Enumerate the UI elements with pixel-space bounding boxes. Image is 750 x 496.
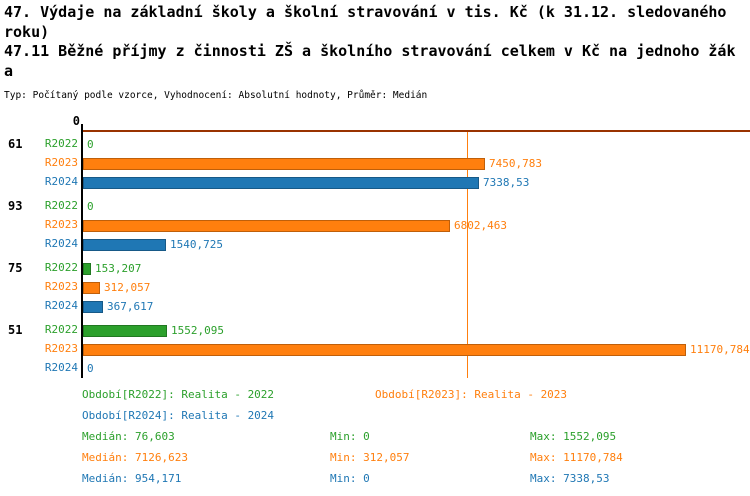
chart-header: 47. Výdaje na základní školy a školní st… xyxy=(4,3,750,81)
value-label-r2023: 11170,784 xyxy=(690,343,750,356)
legend-item-r2022: Období[R2022]: Realita - 2022 xyxy=(82,388,275,401)
group-id-51: 51 xyxy=(8,323,23,337)
bar-r2023 xyxy=(83,158,485,170)
median-line-r2023 xyxy=(467,132,468,378)
chart-y-axis xyxy=(81,124,83,378)
title-line-1: 47. Výdaje na základní školy a školní st… xyxy=(4,3,727,21)
series-label-r2022: R2022 xyxy=(44,261,78,274)
stat-max-r2023: Max: 11170,784 xyxy=(530,451,623,464)
bar-r2023 xyxy=(83,344,686,356)
indicator-title-line-1: 47.11 Běžné příjmy z činnosti ZŠ a školn… xyxy=(4,42,736,60)
stat-median-r2022: Medián: 76,603 xyxy=(82,430,175,443)
stat-min-r2023: Min: 312,057 xyxy=(330,451,410,464)
value-label-r2023: 6802,463 xyxy=(454,219,507,232)
series-label-r2024: R2024 xyxy=(44,361,78,374)
bar-r2022 xyxy=(83,263,91,275)
value-label-r2024: 7338,53 xyxy=(483,176,530,189)
legend-item-r2024: Období[R2024]: Realita - 2024 xyxy=(82,409,275,422)
value-label-r2023: 312,057 xyxy=(104,281,151,294)
stat-median-r2024: Medián: 954,171 xyxy=(82,472,182,485)
bar-r2023 xyxy=(83,220,450,232)
bar-r2024 xyxy=(83,239,166,251)
title-line-2: roku) xyxy=(4,22,50,41)
legend-item-r2023: Období[R2023]: Realita - 2023 xyxy=(375,388,568,401)
series-label-r2023: R2023 xyxy=(44,218,78,231)
value-label-r2022: 0 xyxy=(87,138,94,151)
group-id-93: 93 xyxy=(8,199,23,213)
value-label-r2024: 367,617 xyxy=(107,300,154,313)
series-label-r2022: R2022 xyxy=(44,323,78,336)
series-label-r2022: R2022 xyxy=(44,199,78,212)
series-label-r2023: R2023 xyxy=(44,342,78,355)
value-label-r2023: 7450,783 xyxy=(489,157,542,170)
bar-r2023 xyxy=(83,282,100,294)
series-label-r2024: R2024 xyxy=(44,299,78,312)
value-label-r2024: 0 xyxy=(87,362,94,375)
chart-top-frame xyxy=(82,130,750,132)
value-label-r2022: 1552,095 xyxy=(171,324,224,337)
series-label-r2023: R2023 xyxy=(44,156,78,169)
axis-zero-label: 0 xyxy=(72,114,80,128)
group-id-75: 75 xyxy=(8,261,23,275)
indicator-title-line-2: a xyxy=(4,61,14,80)
bar-r2022 xyxy=(83,325,167,337)
series-label-r2023: R2023 xyxy=(44,280,78,293)
stat-min-r2024: Min: 0 xyxy=(330,472,370,485)
stat-median-r2023: Medián: 7126,623 xyxy=(82,451,188,464)
series-label-r2022: R2022 xyxy=(44,137,78,150)
bar-r2024 xyxy=(83,177,479,189)
value-label-r2024: 1540,725 xyxy=(170,238,223,251)
group-id-61: 61 xyxy=(8,137,23,151)
series-label-r2024: R2024 xyxy=(44,237,78,250)
stat-max-r2024: Max: 7338,53 xyxy=(530,472,610,485)
value-label-r2022: 153,207 xyxy=(95,262,142,275)
bar-r2024 xyxy=(83,301,103,313)
chart-meta: Typ: Počítaný podle vzorce, Vyhodnocení:… xyxy=(4,90,428,101)
series-label-r2024: R2024 xyxy=(44,175,78,188)
stat-min-r2022: Min: 0 xyxy=(330,430,370,443)
stat-max-r2022: Max: 1552,095 xyxy=(530,430,617,443)
value-label-r2022: 0 xyxy=(87,200,94,213)
